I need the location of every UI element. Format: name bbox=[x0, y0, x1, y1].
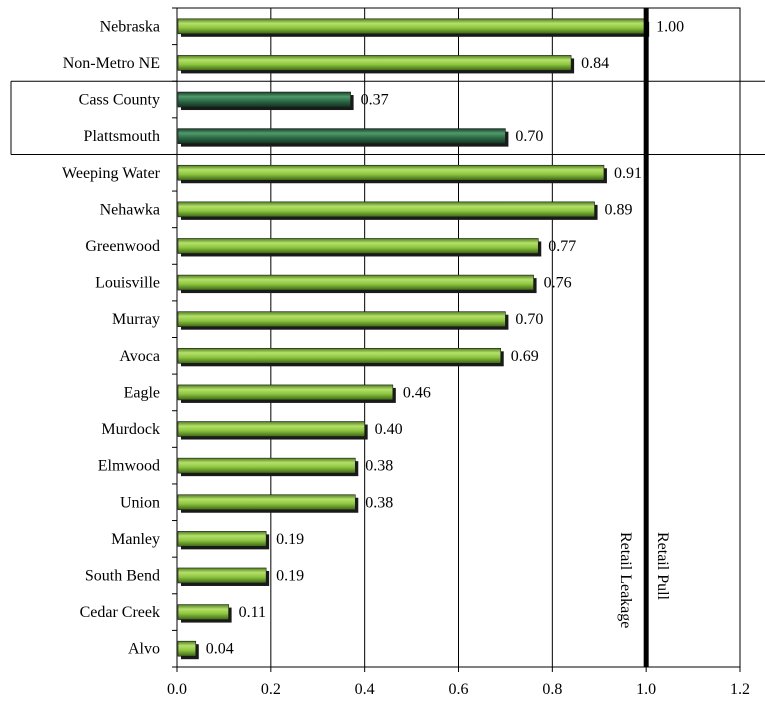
x-tick-label: 0.0 bbox=[167, 681, 187, 698]
value-label: 0.38 bbox=[365, 458, 393, 475]
value-label: 0.38 bbox=[365, 494, 393, 511]
bar bbox=[177, 531, 267, 547]
value-labels: 1.00 0.84 0.37 0.70 0.91 0.89 0.77 0.76 0.70 0.69… bbox=[206, 18, 684, 657]
bar bbox=[177, 274, 534, 291]
bar bbox=[177, 55, 572, 71]
x-tick-label: 1.0 bbox=[636, 681, 656, 698]
category-label: Cedar Creek bbox=[80, 604, 160, 621]
bar bbox=[177, 421, 365, 437]
x-tick-label: 0.6 bbox=[449, 681, 469, 698]
value-label: 0.46 bbox=[403, 384, 431, 401]
bar bbox=[177, 640, 197, 657]
bars bbox=[177, 18, 650, 660]
value-label: 0.84 bbox=[581, 55, 609, 72]
category-label: Eagle bbox=[124, 384, 160, 401]
value-label: 0.19 bbox=[276, 531, 304, 548]
category-label: Louisville bbox=[95, 275, 160, 292]
value-label: 0.89 bbox=[605, 201, 633, 218]
bar bbox=[177, 494, 356, 511]
category-label: Union bbox=[120, 494, 160, 511]
bar bbox=[177, 91, 351, 108]
category-label: Plattsmouth bbox=[84, 128, 160, 145]
value-label: 1.00 bbox=[656, 18, 684, 35]
bar bbox=[177, 164, 605, 181]
value-label: 0.69 bbox=[511, 348, 539, 365]
bar bbox=[177, 201, 595, 218]
bar bbox=[177, 567, 267, 584]
value-label: 0.19 bbox=[276, 567, 304, 584]
value-label: 0.37 bbox=[361, 92, 389, 109]
category-label: Avoca bbox=[119, 348, 160, 365]
value-label: 0.11 bbox=[239, 604, 266, 621]
x-tick-label: 0.4 bbox=[355, 681, 375, 698]
value-label: 0.91 bbox=[614, 165, 642, 182]
bar bbox=[177, 348, 502, 364]
category-label: Cass County bbox=[79, 92, 160, 109]
x-axis-ticks: 0.0 0.2 0.4 0.6 0.8 1.0 1.2 bbox=[167, 7, 750, 698]
category-label: Nehawka bbox=[100, 201, 160, 218]
category-label: Greenwood bbox=[85, 238, 160, 255]
bar bbox=[177, 128, 506, 144]
category-label: Elmwood bbox=[98, 458, 160, 475]
category-label: Weeping Water bbox=[62, 165, 161, 182]
reference-line-group: Retail Leakage Retail Pull bbox=[617, 8, 671, 667]
value-label: 0.40 bbox=[375, 421, 403, 438]
x-tick-label: 0.2 bbox=[261, 681, 281, 698]
x-tick-label: 1.2 bbox=[730, 681, 750, 698]
category-labels: Nebraska Non-Metro NE Cass County Plattsmou… bbox=[62, 18, 161, 657]
category-label: Manley bbox=[111, 531, 160, 548]
bar bbox=[177, 311, 506, 327]
retail-pull-label: Retail Pull bbox=[654, 532, 671, 601]
value-label: 0.04 bbox=[206, 641, 234, 658]
bar bbox=[177, 238, 539, 254]
category-label: Murray bbox=[112, 311, 160, 328]
category-label: South Bend bbox=[85, 567, 160, 584]
bar bbox=[177, 457, 356, 474]
category-label: Murdock bbox=[101, 421, 160, 438]
bar bbox=[177, 604, 229, 620]
retail-leakage-label: Retail Leakage bbox=[617, 532, 634, 628]
bar bbox=[177, 384, 394, 401]
value-label: 0.76 bbox=[544, 275, 572, 292]
category-label: Non-Metro NE bbox=[63, 55, 160, 72]
value-label: 0.70 bbox=[515, 128, 543, 145]
category-label: Alvo bbox=[128, 641, 160, 658]
value-label: 0.77 bbox=[548, 238, 576, 255]
value-label: 0.70 bbox=[515, 311, 543, 328]
bar bbox=[177, 18, 647, 35]
highlight-box bbox=[10, 80, 765, 155]
x-tick-label: 0.8 bbox=[542, 681, 562, 698]
category-label: Nebraska bbox=[100, 18, 160, 35]
